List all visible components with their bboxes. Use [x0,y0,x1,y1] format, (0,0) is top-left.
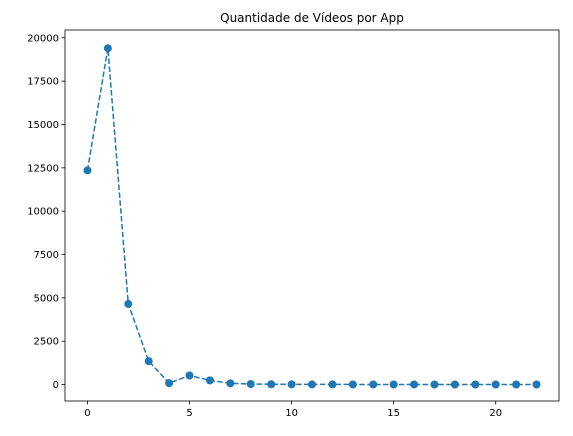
y-tick-label: 15000 [27,120,59,131]
data-point [185,371,194,380]
y-tick-label: 12500 [27,163,59,174]
x-axis: 0 5 10 15 20 [84,401,502,419]
data-point [246,380,255,389]
data-point [267,380,276,389]
data-point [430,380,439,389]
x-tick-label: 10 [285,408,298,419]
series-line [86,48,537,386]
x-tick-label: 15 [387,408,400,419]
data-point [471,380,480,389]
data-point [389,380,398,389]
y-tick-label: 10000 [27,207,59,218]
data-point [308,380,316,389]
data-point [124,299,133,308]
data-point [348,380,357,389]
x-tick-label: 20 [489,408,502,419]
y-tick-label: 20000 [27,33,59,44]
data-point [450,380,459,389]
data-point [83,166,92,175]
plot-frame [64,29,560,402]
y-tick-label: 7500 [34,250,59,261]
y-tick-label: 2500 [34,337,59,348]
data-point [328,380,337,389]
data-point [165,379,174,388]
data-point [369,380,378,389]
data-point [144,357,153,366]
data-point [103,44,112,53]
data-point [226,379,235,388]
y-tick-label: 17500 [27,77,59,88]
x-tick-label: 0 [84,408,90,419]
y-tick-label: 5000 [34,293,59,304]
series-group [83,44,541,389]
data-point [287,380,296,389]
y-axis: 0 2500 5000 7500 10000 12500 15000 17500 20000 [27,33,65,391]
data-point [205,376,214,385]
data-point [410,380,419,389]
chart-title: Quantidade de Vídeos por App [220,11,404,25]
x-tick-label: 5 [186,408,192,419]
data-point [532,380,541,389]
data-point [491,380,500,389]
data-point [512,380,521,389]
y-tick-label: 0 [53,380,59,391]
